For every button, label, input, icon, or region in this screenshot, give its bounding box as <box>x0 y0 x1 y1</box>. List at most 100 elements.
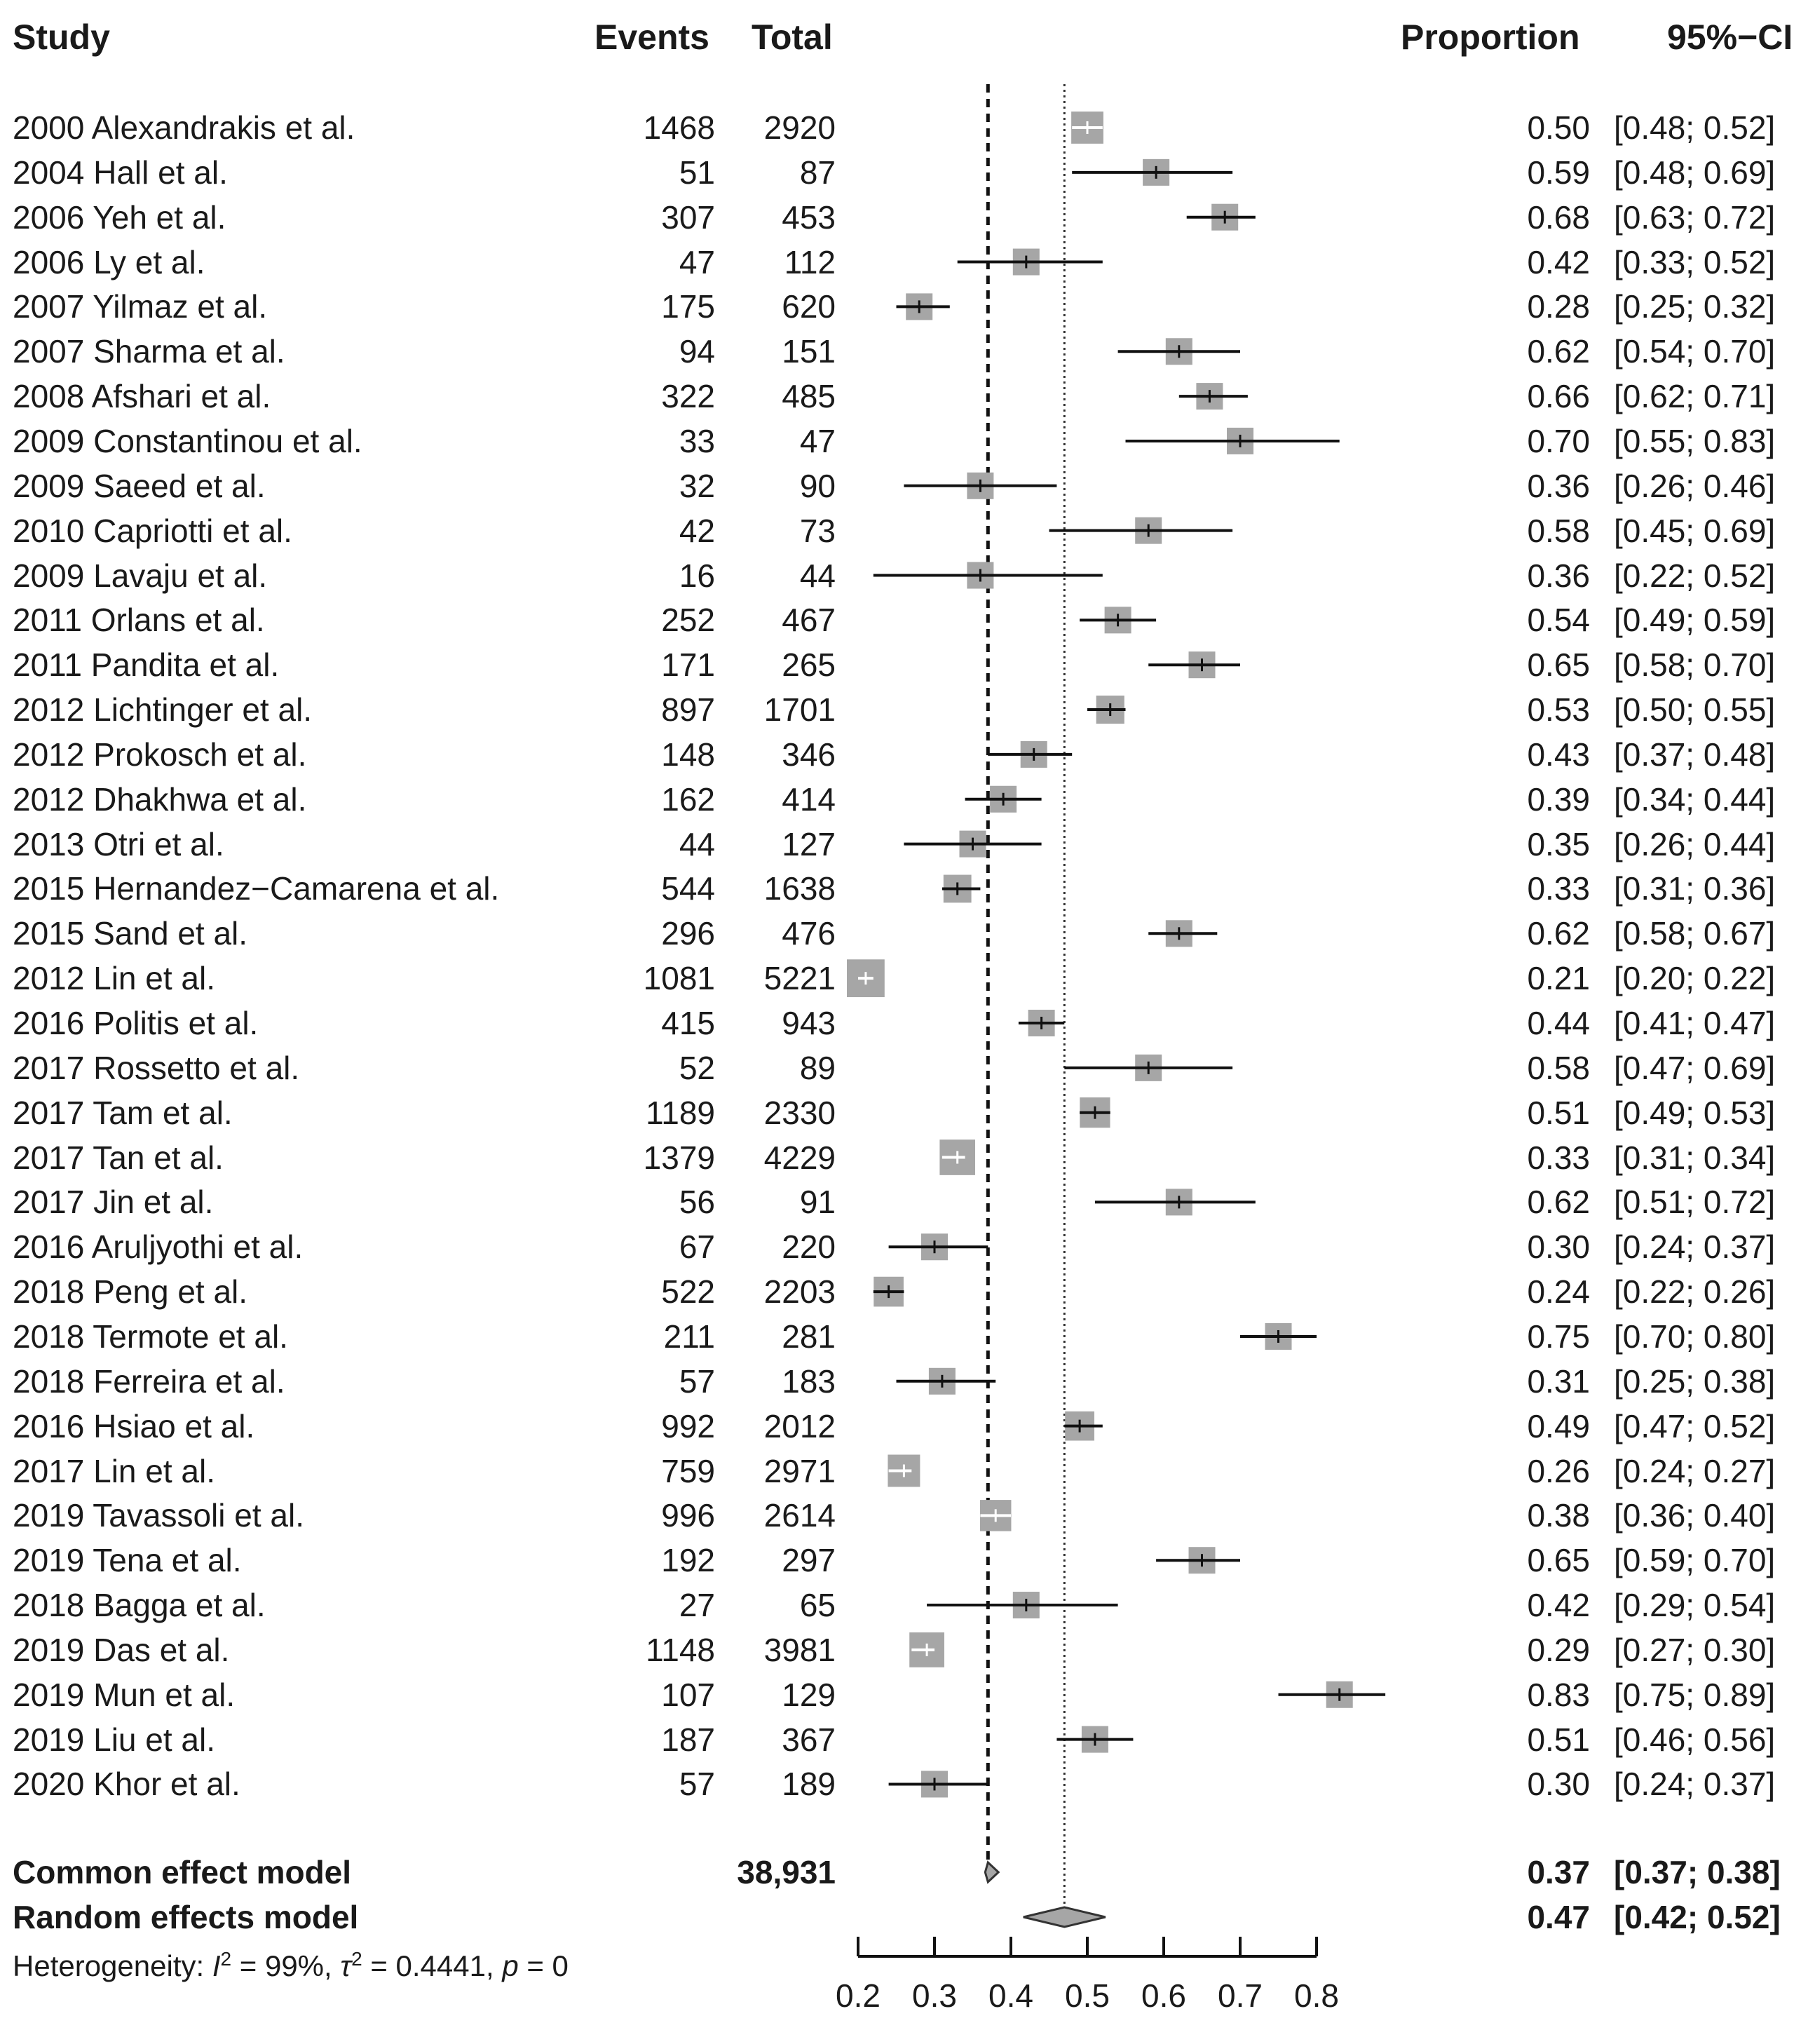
total-value: 2330 <box>763 1094 836 1131</box>
events-value: 992 <box>661 1407 715 1444</box>
ci-value: [0.37; 0.48] <box>1614 736 1776 773</box>
study-name: 2006 Yeh et al. <box>13 198 226 236</box>
proportion-value: 0.54 <box>1527 602 1590 639</box>
study-name: 2009 Saeed et al. <box>13 467 266 504</box>
total-value: 89 <box>799 1049 836 1086</box>
total-value: 2920 <box>763 109 836 146</box>
total-value: 1701 <box>763 691 836 729</box>
total-value: 90 <box>799 467 836 504</box>
events-value: 33 <box>679 422 715 459</box>
ci-value: [0.51; 0.72] <box>1614 1184 1776 1221</box>
proportion-value: 0.24 <box>1527 1273 1590 1311</box>
tau2-value: = 0.4441, <box>362 1949 503 1982</box>
proportion-value: 0.29 <box>1527 1631 1590 1668</box>
events-value: 42 <box>679 512 715 549</box>
study-name: 2006 Ly et al. <box>13 243 205 280</box>
total-value: 476 <box>782 915 836 952</box>
ci-value: [0.36; 0.40] <box>1614 1497 1776 1534</box>
proportion-value: 0.36 <box>1527 467 1590 504</box>
ci-value: [0.26; 0.46] <box>1614 467 1776 504</box>
ci-value: [0.55; 0.83] <box>1614 422 1776 459</box>
summary-proportion: 0.37 <box>1527 1854 1590 1890</box>
events-value: 44 <box>679 825 715 862</box>
header-study: Study <box>13 18 110 57</box>
i2-symbol: I <box>212 1949 221 1982</box>
total-value: 5221 <box>763 960 836 997</box>
ci-value: [0.33; 0.52] <box>1614 243 1776 280</box>
study-name: 2018 Peng et al. <box>13 1273 248 1311</box>
ci-value: [0.20; 0.22] <box>1614 960 1776 997</box>
ci-value: [0.31; 0.34] <box>1614 1139 1776 1176</box>
proportion-value: 0.33 <box>1527 1139 1590 1176</box>
tau2-symbol: τ <box>340 1949 352 1982</box>
total-value: 87 <box>799 154 836 191</box>
ci-value: [0.49; 0.59] <box>1614 602 1776 639</box>
study-name: 2011 Orlans et al. <box>13 602 265 639</box>
study-name: 2011 Pandita et al. <box>13 647 280 684</box>
x-tick-label: 0.8 <box>1294 1977 1339 2014</box>
ci-value: [0.34; 0.44] <box>1614 780 1776 818</box>
summary-total: 38,931 <box>737 1854 836 1890</box>
x-tick-label: 0.5 <box>1065 1977 1110 2014</box>
ci-value: [0.29; 0.54] <box>1614 1587 1776 1624</box>
study-name: 2017 Rossetto et al. <box>13 1049 300 1086</box>
study-name: 2017 Tam et al. <box>13 1094 233 1131</box>
proportion-value: 0.28 <box>1527 288 1590 325</box>
header-events: Events <box>594 18 709 57</box>
summary-ci: [0.42; 0.52] <box>1614 1899 1781 1935</box>
events-value: 162 <box>661 780 715 818</box>
ci-value: [0.26; 0.44] <box>1614 825 1776 862</box>
ci-value: [0.45; 0.69] <box>1614 512 1776 549</box>
ci-value: [0.24; 0.37] <box>1614 1229 1776 1266</box>
p-value: = 0 <box>518 1949 569 1982</box>
events-value: 192 <box>661 1542 715 1579</box>
total-value: 44 <box>799 557 836 594</box>
total-value: 620 <box>782 288 836 325</box>
total-value: 453 <box>782 198 836 236</box>
events-value: 16 <box>679 557 715 594</box>
total-value: 414 <box>782 780 836 818</box>
total-value: 1638 <box>763 870 836 907</box>
proportion-value: 0.83 <box>1527 1676 1590 1713</box>
events-value: 187 <box>661 1721 715 1758</box>
events-value: 1468 <box>643 109 715 146</box>
proportion-value: 0.33 <box>1527 870 1590 907</box>
total-value: 467 <box>782 602 836 639</box>
events-value: 47 <box>679 243 715 280</box>
total-value: 183 <box>782 1362 836 1400</box>
events-value: 211 <box>663 1318 715 1355</box>
study-name: 2018 Termote et al. <box>13 1318 288 1355</box>
study-name: 2007 Sharma et al. <box>13 333 285 370</box>
study-name: 2018 Ferreira et al. <box>13 1362 285 1400</box>
study-name: 2017 Tan et al. <box>13 1139 224 1176</box>
proportion-value: 0.53 <box>1527 691 1590 729</box>
total-value: 65 <box>799 1587 836 1624</box>
ci-value: [0.25; 0.38] <box>1614 1362 1776 1400</box>
study-name: 2000 Alexandrakis et al. <box>13 109 355 146</box>
proportion-value: 0.39 <box>1527 780 1590 818</box>
ci-value: [0.46; 0.56] <box>1614 1721 1776 1758</box>
total-value: 151 <box>782 333 836 370</box>
proportion-value: 0.30 <box>1527 1229 1590 1266</box>
proportion-value: 0.58 <box>1527 1049 1590 1086</box>
study-name: 2009 Constantinou et al. <box>13 422 362 459</box>
ci-value: [0.25; 0.32] <box>1614 288 1776 325</box>
study-name: 2004 Hall et al. <box>13 154 228 191</box>
x-tick-label: 0.3 <box>912 1977 957 2014</box>
proportion-value: 0.50 <box>1527 109 1590 146</box>
study-name: 2020 Khor et al. <box>13 1766 240 1803</box>
summary-ci: [0.37; 0.38] <box>1614 1854 1781 1890</box>
study-name: 2016 Politis et al. <box>13 1005 259 1041</box>
study-name: 2015 Sand et al. <box>13 915 248 952</box>
ci-value: [0.48; 0.52] <box>1614 109 1776 146</box>
proportion-value: 0.68 <box>1527 198 1590 236</box>
study-name: 2016 Aruljyothi et al. <box>13 1229 304 1266</box>
total-value: 265 <box>782 647 836 684</box>
events-value: 51 <box>679 154 715 191</box>
proportion-value: 0.44 <box>1527 1005 1590 1041</box>
study-name: 2012 Lichtinger et al. <box>13 691 313 729</box>
proportion-value: 0.36 <box>1527 557 1590 594</box>
total-value: 220 <box>782 1229 836 1266</box>
proportion-value: 0.65 <box>1527 647 1590 684</box>
